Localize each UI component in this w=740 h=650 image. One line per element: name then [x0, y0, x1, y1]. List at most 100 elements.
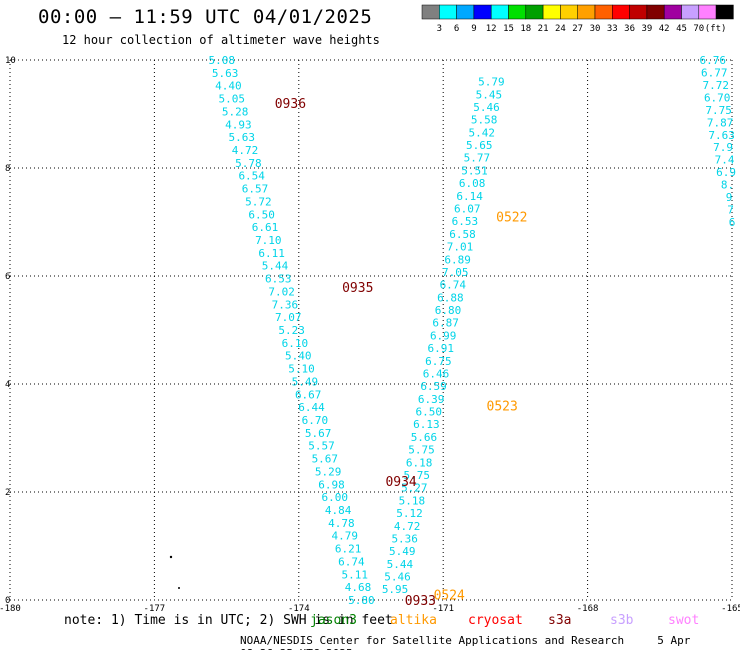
- wave-height-value: 7.10: [255, 234, 282, 247]
- wave-height-value: 5.11: [341, 568, 368, 581]
- wave-height-value: 5.79: [478, 76, 505, 89]
- colorbar-label: 45: [676, 24, 687, 34]
- wave-height-value: 5.78: [235, 157, 262, 170]
- wave-height-value: 6.58: [449, 228, 476, 241]
- y-tick-label: 0: [5, 596, 10, 606]
- wave-height-value: 6: [729, 216, 736, 229]
- pass-time-label: 0935: [342, 281, 373, 296]
- wave-height-value: 5.72: [245, 195, 272, 208]
- wave-height-value: 6.67: [295, 388, 322, 401]
- wave-height-value: 6.08: [459, 177, 486, 190]
- wave-height-value: 6.53: [265, 273, 292, 286]
- colorbar-swatch: [456, 4, 475, 20]
- wave-height-value: 6.91: [428, 342, 455, 355]
- colorbar-swatch: [542, 4, 561, 20]
- colorbar-swatch: [698, 4, 717, 20]
- wave-height-value: 5.29: [315, 465, 342, 478]
- footer-note: note: 1) Time is in UTC; 2) SWH is in fe…: [64, 613, 393, 628]
- wave-height-value: 4.68: [345, 581, 372, 594]
- wave-height-value: 6.74: [440, 279, 467, 292]
- pass-time-label: 0936: [275, 97, 306, 112]
- x-tick-label: -177: [144, 604, 166, 614]
- colorbar-swatch: [663, 4, 682, 20]
- wave-height-value: 7.87: [707, 116, 734, 129]
- legend-s3a: s3a: [548, 613, 572, 628]
- colorbar-swatch: [490, 4, 509, 20]
- colorbar-label: 39: [641, 24, 652, 34]
- wave-height-value: 5.63: [212, 67, 239, 80]
- wave-height-value: 5.49: [292, 375, 319, 388]
- colorbar-swatch: [439, 4, 457, 20]
- wave-height-value: 5.95: [382, 583, 409, 596]
- colorbar-unit: (ft): [705, 24, 727, 34]
- wave-height-value: 6.59: [420, 380, 447, 393]
- wave-height-value: 6.07: [454, 203, 481, 216]
- wave-height-value: 4.93: [225, 118, 252, 131]
- y-tick-label: 10: [5, 56, 16, 66]
- wave-height-value: 6.9: [716, 166, 736, 179]
- generated-timestamp: 5 Apr 08:26:35 UTC 2025: [240, 634, 691, 650]
- y-tick-label: 2: [5, 488, 10, 498]
- legend-altika: altika: [390, 613, 437, 628]
- colorbar-swatch: [715, 4, 734, 20]
- x-tick-label: -180: [0, 604, 21, 614]
- wave-height-value: 5.28: [222, 105, 249, 118]
- colorbar-swatch: [508, 4, 527, 20]
- wave-height-value: 5.46: [384, 571, 411, 584]
- colorbar-label: 18: [520, 24, 531, 34]
- wave-height-value: 5.67: [305, 427, 332, 440]
- wave-height-value: 7.63: [708, 129, 735, 142]
- wave-height-value: 6.50: [248, 208, 275, 221]
- legend-cryosat: cryosat: [468, 613, 523, 628]
- colorbar-label: 70: [693, 24, 704, 34]
- wave-height-value: 6.46: [423, 367, 450, 380]
- colorbar-label: 36: [624, 24, 635, 34]
- wave-height-value: 7: [727, 204, 734, 217]
- wave-height-value: 4.79: [332, 530, 359, 543]
- colorbar-swatch: [629, 4, 648, 20]
- wave-height-value: 6.50: [416, 406, 443, 419]
- wave-height-value: 6.14: [456, 190, 483, 203]
- wave-height-value: 6.74: [338, 555, 365, 568]
- wave-height-value: 5.27: [401, 482, 428, 495]
- wave-height-value: 7.07: [275, 311, 302, 324]
- wave-height-value: 5.36: [391, 532, 418, 545]
- pass-time-label: 0934: [385, 475, 416, 490]
- wave-height-value: 6.99: [430, 329, 457, 342]
- wave-height-value: 6.70: [302, 414, 329, 427]
- wave-height-value: 6.89: [444, 253, 471, 266]
- wave-height-value: 5.66: [411, 431, 438, 444]
- wave-height-value: 7.36: [272, 298, 299, 311]
- wave-height-value: 6.11: [258, 247, 285, 260]
- wave-height-value: 7.05: [442, 266, 469, 279]
- wave-height-value: 7.01: [447, 241, 474, 254]
- wave-height-value: 5.44: [387, 558, 414, 571]
- wave-height-value: 5.44: [262, 260, 289, 273]
- colorbar-swatch: [577, 4, 596, 20]
- y-tick-label: 6: [5, 272, 10, 282]
- wave-height-value: 6.44: [298, 401, 325, 414]
- x-tick-label: -168: [577, 604, 599, 614]
- wave-height-value: 7.72: [702, 79, 729, 92]
- pass-time-label: 0522: [496, 211, 527, 226]
- y-tick-label: 8: [5, 164, 10, 174]
- wave-height-value: 6.76: [699, 54, 726, 67]
- wave-height-value: 5.75: [403, 469, 430, 482]
- wave-height-value: 5.65: [466, 139, 493, 152]
- island-marker: [169, 555, 173, 559]
- wave-height-value: 6.21: [335, 543, 362, 556]
- colorbar-swatch: [560, 4, 578, 20]
- wave-height-value: 5.63: [228, 131, 255, 144]
- island-marker: [178, 587, 180, 589]
- wave-height-value: 6.54: [238, 170, 265, 183]
- legend-jason3: jason3: [310, 613, 357, 628]
- colorbar-label: 9: [471, 24, 476, 34]
- wave-height-value: 6.87: [432, 317, 459, 330]
- wave-height-value: 7.9: [713, 141, 733, 154]
- x-tick-label: -174: [288, 604, 310, 614]
- wave-height-value: 6.18: [406, 456, 433, 469]
- colorbar-label: 42: [659, 24, 670, 34]
- colorbar-swatch: [612, 4, 630, 20]
- x-tick-label: -165: [721, 604, 740, 614]
